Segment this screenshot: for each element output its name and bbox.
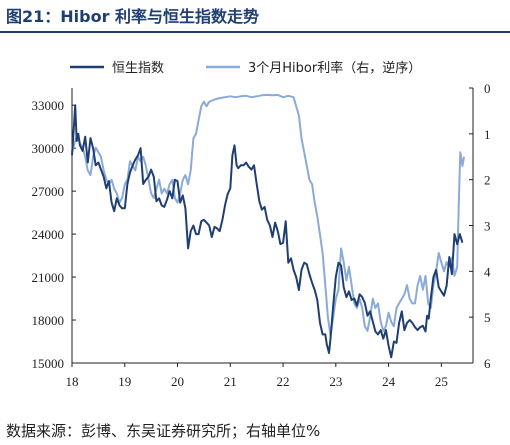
y-right-tick-label: 0 [484,81,491,96]
y-right-tick-label: 5 [484,310,491,325]
x-tick-label: 21 [224,374,237,389]
y-right-tick-label: 6 [484,356,491,371]
y-left-tick-label: 24000 [32,227,65,242]
y-left-tick-label: 33000 [32,98,65,113]
plot-area: 3300030000270002400021000180001500001234… [32,81,492,389]
y-right-tick-label: 3 [484,219,491,234]
x-tick-label: 25 [435,374,448,389]
legend: 恒生指数 3个月Hibor利率（右，逆序） [70,60,421,76]
legend-label-hibor: 3个月Hibor利率（右，逆序） [248,60,421,76]
series-line-hsi [71,104,464,359]
series-line-hibor [71,93,465,337]
y-left-tick-label: 27000 [32,184,65,199]
chart-title: 图21：Hibor 利率与恒生指数走势 [6,7,259,26]
y-left-tick-label: 15000 [32,356,65,371]
x-tick-label: 20 [171,374,184,389]
source-note: 数据来源：彭博、东吴证券研究所；右轴单位% [6,422,320,440]
y-left-tick-label: 30000 [32,141,65,156]
x-tick-label: 22 [277,374,290,389]
y-left-tick-label: 18000 [32,313,65,328]
y-right-tick-label: 1 [484,127,491,142]
x-tick-label: 18 [66,374,79,389]
y-right-tick-label: 4 [484,264,491,279]
legend-label-hsi: 恒生指数 [112,61,164,76]
x-tick-label: 19 [118,374,131,389]
x-tick-label: 23 [329,374,342,389]
x-tick-label: 24 [382,374,396,389]
y-left-tick-label: 21000 [32,270,65,285]
y-right-tick-label: 2 [484,173,491,188]
